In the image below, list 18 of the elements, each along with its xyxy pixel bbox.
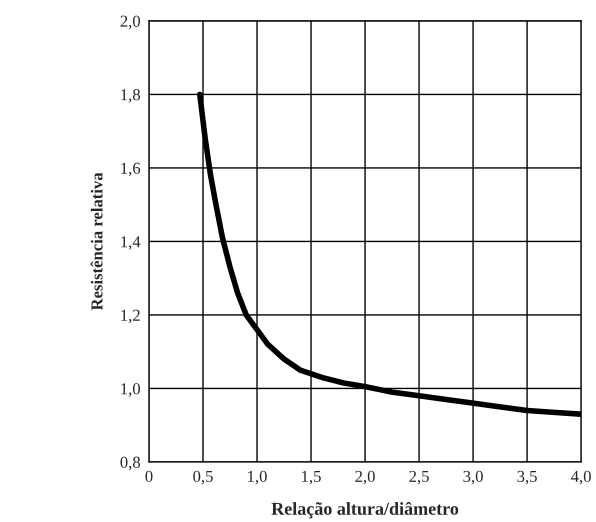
x-axis-title: Relação altura/diâmetro bbox=[272, 502, 458, 518]
x-tick-label: 1,0 bbox=[248, 470, 267, 484]
y-tick-label: 1,0 bbox=[121, 383, 140, 397]
x-tick-label: 2,0 bbox=[355, 470, 375, 484]
y-tick-label: 1,6 bbox=[121, 162, 140, 176]
x-tick-label: 3,5 bbox=[517, 470, 537, 484]
y-tick-label: 1,4 bbox=[121, 236, 140, 250]
y-tick-label: 2,0 bbox=[120, 16, 140, 30]
y-tick-label: 1,8 bbox=[121, 89, 140, 103]
x-tick-label: 3,0 bbox=[463, 470, 483, 484]
x-tick-label: 2,5 bbox=[409, 470, 429, 484]
y-tick-label: 0,8 bbox=[120, 456, 140, 470]
y-tick-label: 1,2 bbox=[121, 310, 140, 324]
x-tick-label: 1,5 bbox=[302, 470, 321, 484]
x-tick-label: 0,5 bbox=[193, 470, 213, 484]
x-tick-label: 4,0 bbox=[571, 470, 591, 484]
x-tick-label: 0 bbox=[145, 470, 153, 482]
y-axis-title: Resistência relativa bbox=[90, 172, 103, 310]
